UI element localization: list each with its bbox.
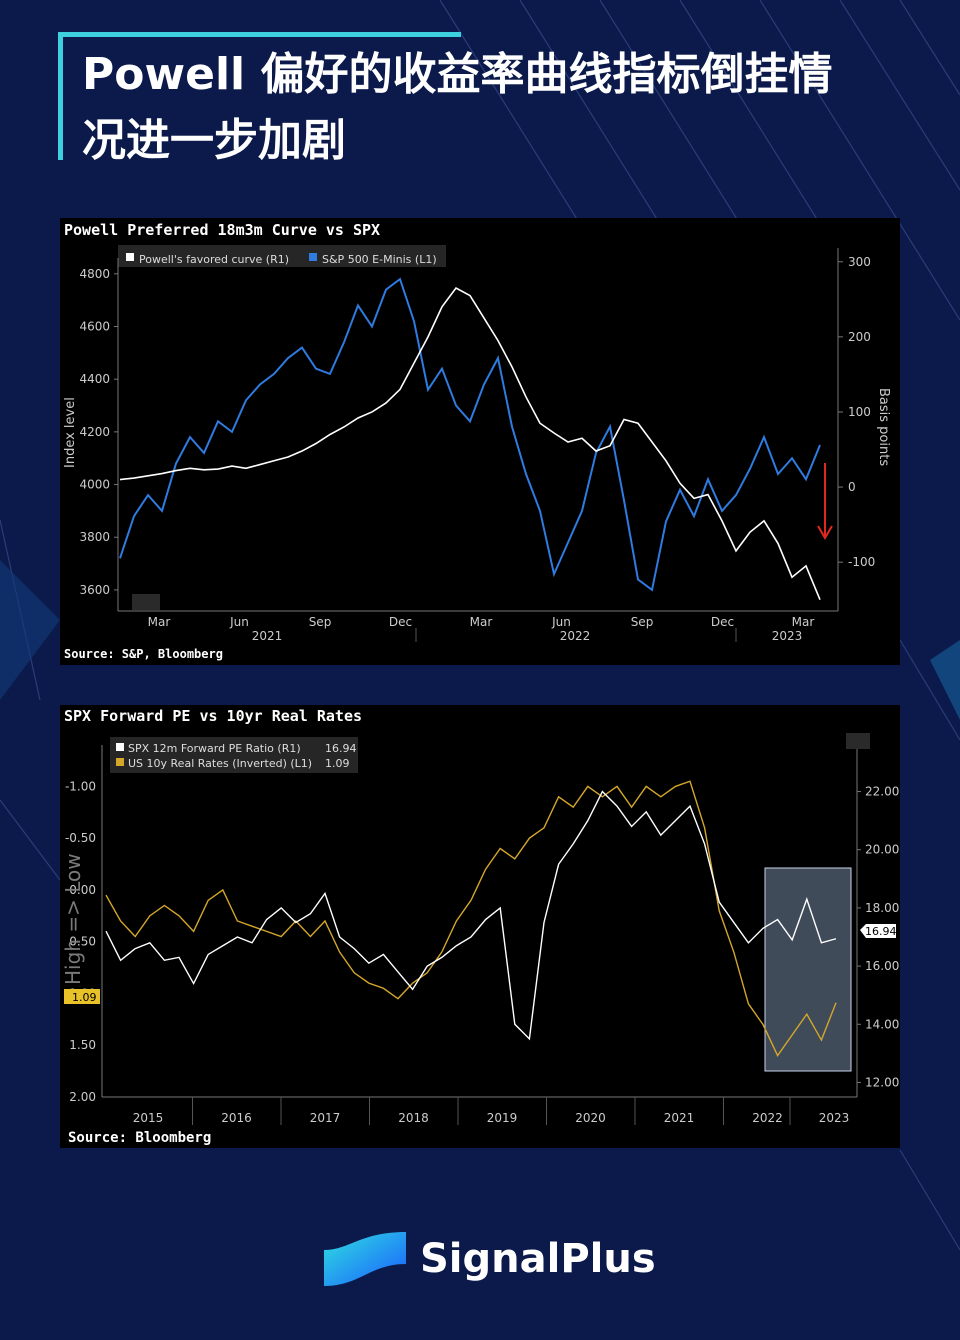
chart2-xtick-year: 2016 (221, 1111, 252, 1125)
chart2-ytick-left: 2.00 (69, 1090, 96, 1104)
chart1-xtick-month: Dec (711, 615, 734, 629)
chart1-red-arrow (817, 463, 833, 540)
chart2-ytick-right: 16.00 (865, 959, 899, 973)
chart2-ytick-right: 18.00 (865, 901, 899, 915)
chart1-legend-box (118, 245, 446, 267)
chart1-legend-swatch-white (126, 253, 134, 261)
chart2-ytick-left: 1.50 (69, 1038, 96, 1052)
chart1-panel: Powell Preferred 18m3m Curve vs SPX Powe… (60, 218, 900, 665)
chart1-series-powell-curve (119, 287, 821, 601)
chart1-xtick-year: 2023 (772, 629, 803, 643)
signalplus-logo-icon (324, 1232, 406, 1286)
chart2-right-tag (860, 924, 896, 938)
chart2-ytick-left: -0.50 (65, 831, 96, 845)
chart1-svg: Powell Preferred 18m3m Curve vs SPX Powe… (63, 221, 891, 661)
chart2-ytick-left: 0.00 (69, 883, 96, 897)
chart1-xtick-month: Mar (470, 615, 493, 629)
chart1-xtick-month: Mar (148, 615, 171, 629)
chart1-xtick-month: Mar (792, 615, 815, 629)
chart2-chart-icon[interactable] (846, 733, 870, 749)
chart2-ytick-right: 12.00 (865, 1075, 899, 1089)
title-accent-line (58, 32, 461, 37)
chart2-xtick-year: 2019 (487, 1111, 518, 1125)
chart1-ytick-left: 4600 (79, 319, 110, 333)
chart1-legend-blue: S&P 500 E-Minis (L1) (322, 253, 437, 266)
chart2-xtick-year: 2023 (819, 1111, 850, 1125)
chart2-ytick-right: 14.00 (865, 1017, 899, 1031)
chart2-xtick-year: 2017 (310, 1111, 341, 1125)
chart2-legend-box (110, 737, 358, 773)
chart1-xtick-month: Sep (309, 615, 332, 629)
chart2-xtick-year: 2018 (398, 1111, 429, 1125)
chart1-legend-white: Powell's favored curve (R1) (139, 253, 289, 266)
chart2-ytick-right: 20.00 (865, 843, 899, 857)
chart2-svg: SPX Forward PE vs 10yr Real Rates SPX 12… (61, 707, 899, 1146)
chart1-ytick-left: 4400 (79, 372, 110, 386)
chart1-source: Source: S&P, Bloomberg (64, 647, 223, 661)
chart2-title: SPX Forward PE vs 10yr Real Rates (64, 707, 362, 725)
chart2-ylabel-left: High => Low (61, 853, 85, 985)
chart2-legend-gold-last: 1.09 (325, 757, 350, 770)
chart2-ytick-left: -1.00 (65, 779, 96, 793)
chart2-left-tag (64, 989, 100, 1004)
brand-name: SignalPlus (420, 1236, 656, 1282)
chart2-xtick-year: 2020 (575, 1111, 606, 1125)
chart1-ytick-right: 100 (848, 405, 871, 419)
chart1-ytick-left: 4200 (79, 425, 110, 439)
chart1-xtick-year: 2021 (252, 629, 283, 643)
chart2-left-tag-text: 1.09 (72, 991, 97, 1004)
chart1-ytick-right: -100 (848, 555, 875, 569)
chart1-xtick-month: Sep (631, 615, 654, 629)
chart2-ytick-right: 22.00 (865, 785, 899, 799)
chart1-ytick-right: 0 (848, 480, 856, 494)
chart1-ytick-left: 3600 (79, 583, 110, 597)
brand-logo: SignalPlus (320, 1228, 656, 1292)
chart2-highlight-box (764, 867, 852, 1072)
chart1-ytick-left: 3800 (79, 530, 110, 544)
chart1-ytick-left: 4000 (79, 478, 110, 492)
chart2-source: Source: Bloomberg (68, 1130, 211, 1146)
chart2-series-real-rates (105, 780, 837, 1057)
chart1-series-sp500 (119, 277, 821, 592)
chart2-ytick-left: 0.50 (69, 935, 96, 949)
chart2-right-tag-text: 16.94 (865, 925, 897, 938)
chart1-title: Powell Preferred 18m3m Curve vs SPX (64, 221, 380, 239)
chart1-ylabel-right: Basis points (876, 388, 891, 466)
chart1-ytick-left: 4800 (79, 267, 110, 281)
chart1-legend-swatch-blue (309, 253, 317, 261)
chart2-xtick-year: 2015 (133, 1111, 164, 1125)
chart2-legend-swatch-gold (116, 758, 124, 766)
chart1-ytick-right: 200 (848, 330, 871, 344)
chart1-xtick-month: Jun (229, 615, 249, 629)
chart2-xtick-year: 2022 (752, 1111, 783, 1125)
chart2-panel: SPX Forward PE vs 10yr Real Rates SPX 12… (60, 705, 900, 1148)
chart1-chart-icon[interactable] (132, 594, 160, 610)
chart1-ytick-right: 300 (848, 255, 871, 269)
title-accent-bar (58, 32, 63, 160)
chart1-xtick-year: 2022 (560, 629, 591, 643)
chart2-legend-gold: US 10y Real Rates (Inverted) (L1) (128, 757, 312, 770)
chart2-series-forward-pe (105, 790, 837, 1041)
chart2-legend-white-last: 16.94 (325, 742, 357, 755)
chart2-xtick-year: 2021 (664, 1111, 695, 1125)
chart1-xtick-month: Dec (389, 615, 412, 629)
chart2-legend-white: SPX 12m Forward PE Ratio (R1) (128, 742, 301, 755)
chart1-xtick-month: Jun (551, 615, 571, 629)
chart2-legend-swatch-white (116, 743, 124, 751)
chart1-ylabel-left: Index level (63, 397, 78, 468)
page-title: Powell 偏好的收益率曲线指标倒挂情况进一步加剧 (82, 49, 833, 166)
